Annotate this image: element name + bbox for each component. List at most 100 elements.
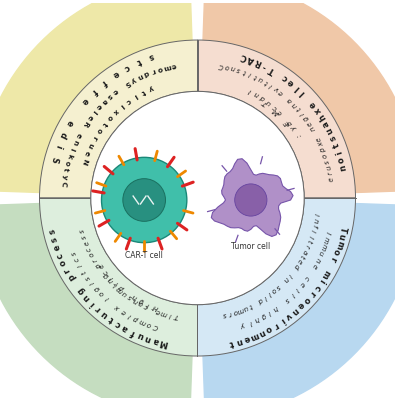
- Text: i: i: [267, 309, 272, 315]
- Text: s: s: [85, 274, 92, 280]
- Text: s: s: [71, 250, 78, 256]
- Text: m: m: [236, 306, 245, 314]
- Text: l: l: [308, 234, 314, 238]
- Text: r: r: [327, 171, 333, 175]
- Text: o: o: [264, 324, 273, 334]
- Text: c: c: [103, 268, 110, 275]
- Text: r: r: [328, 256, 338, 263]
- Text: f: f: [90, 86, 99, 95]
- Text: e: e: [308, 99, 318, 110]
- Text: i: i: [133, 92, 138, 99]
- Text: t: t: [295, 106, 302, 112]
- Text: o: o: [137, 300, 144, 307]
- Text: c: c: [55, 251, 65, 259]
- Text: I: I: [325, 231, 331, 235]
- Text: o: o: [224, 63, 229, 70]
- Text: e: e: [86, 114, 93, 121]
- Circle shape: [102, 157, 187, 243]
- Text: S: S: [49, 156, 59, 164]
- Text: m: m: [322, 236, 330, 244]
- Text: t: t: [242, 68, 246, 75]
- Text: R: R: [81, 119, 89, 127]
- Text: o: o: [336, 156, 346, 164]
- Text: r: r: [62, 266, 72, 274]
- Wedge shape: [198, 40, 356, 198]
- Text: i: i: [69, 146, 75, 151]
- Text: s: s: [283, 296, 290, 303]
- Text: e: e: [295, 258, 303, 264]
- Text: s: s: [79, 228, 86, 234]
- Text: i: i: [262, 294, 267, 300]
- Text: i: i: [313, 213, 319, 216]
- Text: d: d: [292, 262, 300, 269]
- Text: a: a: [121, 323, 130, 334]
- Text: p: p: [320, 147, 327, 153]
- Text: h: h: [272, 304, 279, 312]
- Text: i: i: [278, 316, 286, 325]
- Text: i: i: [108, 274, 114, 280]
- Text: o: o: [157, 65, 163, 72]
- Text: a: a: [287, 96, 294, 104]
- Text: m: m: [163, 63, 171, 70]
- Text: t: t: [299, 254, 305, 259]
- Text: C: C: [60, 181, 67, 187]
- Text: n: n: [132, 296, 139, 304]
- Polygon shape: [0, 0, 192, 193]
- Text: n: n: [257, 327, 266, 338]
- Text: g: g: [303, 115, 310, 122]
- Text: y: y: [291, 125, 298, 132]
- Text: e: e: [83, 240, 90, 246]
- Text: i: i: [113, 282, 118, 288]
- Text: I: I: [248, 88, 252, 94]
- Text: d: d: [58, 130, 68, 139]
- Text: C: C: [239, 51, 248, 62]
- Text: r: r: [228, 310, 232, 316]
- Text: v: v: [284, 310, 293, 321]
- Text: n: n: [291, 101, 298, 108]
- Text: l: l: [293, 83, 301, 92]
- Text: o: o: [270, 286, 277, 294]
- Text: u: u: [87, 142, 94, 149]
- Text: e: e: [286, 77, 296, 88]
- Text: y: y: [61, 174, 68, 180]
- Text: c: c: [303, 275, 310, 281]
- Text: v: v: [273, 85, 280, 92]
- Text: x: x: [112, 108, 119, 115]
- Text: A: A: [246, 54, 256, 64]
- Text: i: i: [269, 82, 274, 88]
- Text: e: e: [310, 263, 318, 269]
- Text: u: u: [100, 309, 110, 320]
- Text: p: p: [119, 284, 126, 292]
- Text: g: g: [103, 272, 110, 279]
- Text: f: f: [129, 327, 136, 337]
- Text: g: g: [94, 285, 101, 292]
- Text: i: i: [90, 280, 96, 286]
- Text: u: u: [336, 233, 346, 241]
- Text: C: C: [218, 62, 224, 68]
- Circle shape: [235, 184, 267, 216]
- Text: c: c: [312, 282, 322, 292]
- Text: r: r: [92, 257, 99, 263]
- Text: o: o: [322, 153, 329, 159]
- Text: l: l: [91, 108, 97, 114]
- Text: e: e: [83, 150, 90, 156]
- Text: e: e: [242, 333, 250, 344]
- Text: a: a: [100, 97, 108, 105]
- Text: g: g: [76, 286, 87, 296]
- Text: n: n: [235, 336, 243, 346]
- Text: x: x: [312, 106, 323, 116]
- Text: n: n: [253, 90, 260, 98]
- Text: n: n: [230, 64, 236, 71]
- Text: l: l: [294, 286, 300, 292]
- Text: t: t: [331, 141, 341, 148]
- Text: u: u: [265, 98, 273, 106]
- Text: u: u: [325, 164, 332, 170]
- Text: m: m: [138, 317, 147, 325]
- Text: i: i: [286, 272, 292, 277]
- Text: s: s: [222, 311, 227, 318]
- Text: h: h: [132, 293, 138, 301]
- Text: m: m: [115, 284, 124, 294]
- Text: n: n: [136, 72, 143, 80]
- Text: m: m: [319, 242, 327, 251]
- Text: i: i: [248, 70, 252, 77]
